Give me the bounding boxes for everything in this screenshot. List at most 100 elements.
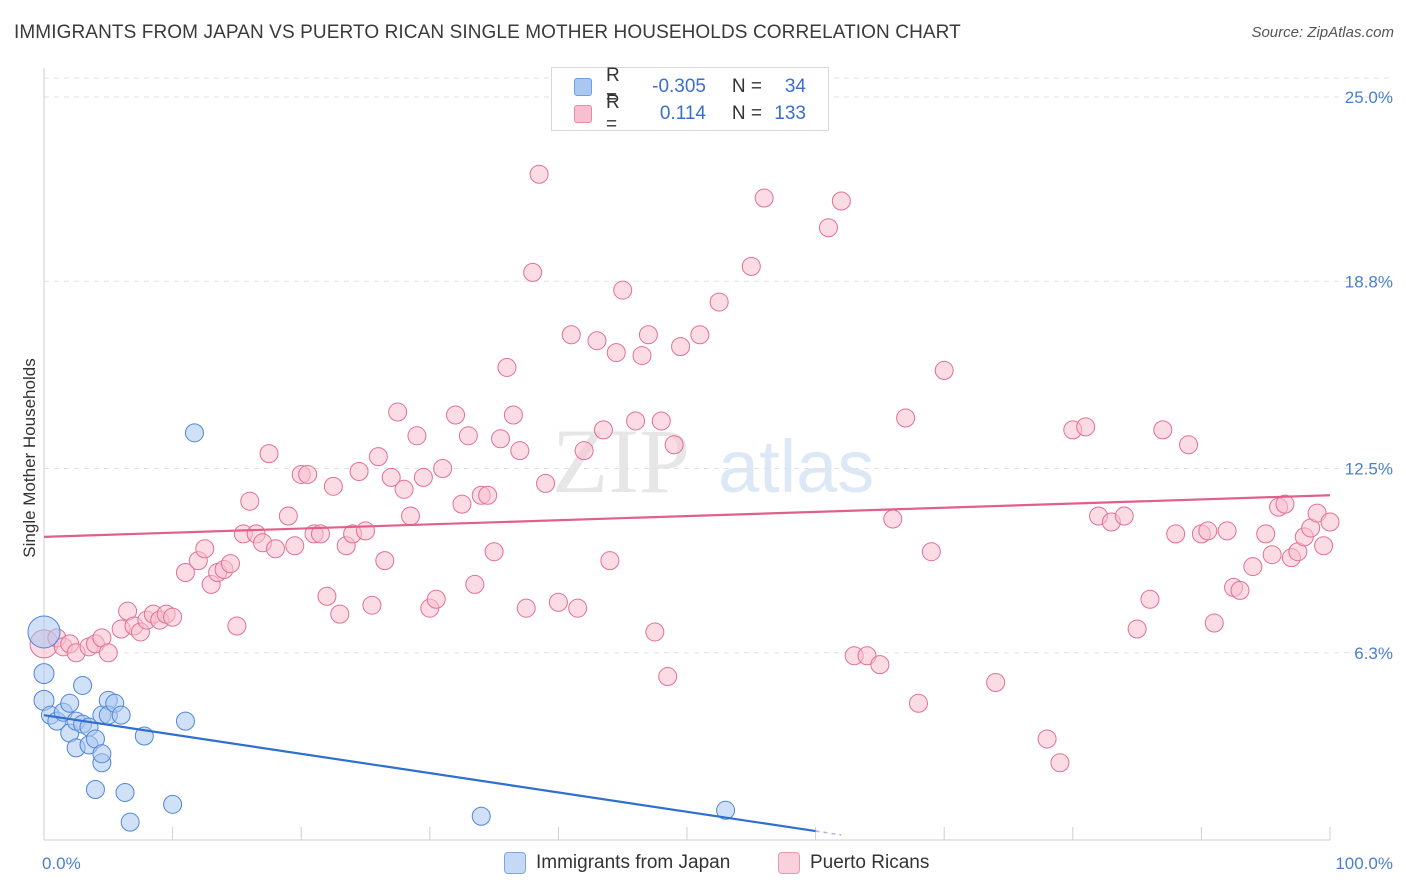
legend-n-label: N = bbox=[731, 76, 762, 97]
data-point-puerto-ricans bbox=[574, 441, 594, 461]
data-point-puerto-ricans bbox=[227, 616, 247, 636]
data-point-puerto-ricans bbox=[330, 604, 350, 624]
data-point-puerto-ricans bbox=[587, 331, 607, 351]
data-point-puerto-ricans bbox=[407, 426, 427, 446]
legend-r-label: R = bbox=[606, 92, 620, 135]
data-point-puerto-ricans bbox=[163, 607, 183, 627]
data-point-puerto-ricans bbox=[510, 441, 530, 461]
data-point-immigrants-from-japan bbox=[73, 675, 93, 695]
data-point-puerto-ricans bbox=[310, 524, 330, 544]
data-point-puerto-ricans bbox=[298, 464, 318, 484]
data-point-puerto-ricans bbox=[658, 667, 678, 687]
data-point-puerto-ricans bbox=[497, 357, 517, 377]
data-point-puerto-ricans bbox=[1320, 512, 1340, 532]
y-tick-label: 12.5% bbox=[1345, 460, 1393, 479]
legend-item-japan[interactable]: Immigrants from Japan bbox=[504, 852, 730, 874]
data-point-puerto-ricans bbox=[1166, 524, 1186, 544]
watermark-atlas: atlas bbox=[718, 425, 874, 508]
data-point-puerto-ricans bbox=[478, 485, 498, 505]
data-point-puerto-ricans bbox=[323, 476, 343, 496]
data-point-puerto-ricans bbox=[664, 435, 684, 455]
data-point-puerto-ricans bbox=[1153, 420, 1173, 440]
data-point-immigrants-from-japan bbox=[27, 615, 61, 649]
legend-label-puerto-ricans: Puerto Ricans bbox=[810, 852, 930, 873]
data-point-puerto-ricans bbox=[240, 491, 260, 511]
legend-swatch-japan bbox=[574, 78, 592, 96]
data-point-puerto-ricans bbox=[1275, 494, 1295, 514]
data-point-puerto-ricans bbox=[645, 622, 665, 642]
data-point-puerto-ricans bbox=[356, 521, 375, 541]
data-point-puerto-ricans bbox=[375, 551, 395, 571]
legend-label-japan: Immigrants from Japan bbox=[536, 852, 731, 873]
data-point-puerto-ricans bbox=[1076, 417, 1096, 437]
data-point-puerto-ricans bbox=[452, 494, 472, 514]
x-tick-label: 0.0% bbox=[42, 854, 81, 873]
data-point-puerto-ricans bbox=[265, 539, 285, 559]
data-point-immigrants-from-japan bbox=[92, 744, 112, 764]
legend-n-value: 34 bbox=[784, 76, 806, 97]
data-point-puerto-ricans bbox=[651, 411, 671, 431]
data-point-puerto-ricans bbox=[98, 643, 118, 663]
data-point-puerto-ricans bbox=[1127, 619, 1147, 639]
data-point-immigrants-from-japan bbox=[120, 812, 140, 832]
data-point-puerto-ricans bbox=[883, 509, 903, 529]
series-legend: Immigrants from Japan Puerto Ricans bbox=[0, 852, 1406, 878]
series-immigrants-from-japan bbox=[27, 423, 736, 832]
y-tick-label: 25.0% bbox=[1345, 88, 1393, 107]
data-point-puerto-ricans bbox=[632, 346, 652, 366]
data-point-puerto-ricans bbox=[388, 402, 408, 422]
data-point-puerto-ricans bbox=[195, 539, 215, 559]
data-point-puerto-ricans bbox=[638, 325, 658, 345]
legend-row-japan: R = -0.305 N = 34 bbox=[574, 65, 806, 108]
data-point-immigrants-from-japan bbox=[184, 423, 204, 443]
data-point-puerto-ricans bbox=[1230, 580, 1250, 600]
y-axis-title: Single Mother Households bbox=[20, 358, 39, 557]
data-point-puerto-ricans bbox=[523, 262, 543, 282]
data-point-puerto-ricans bbox=[1179, 435, 1199, 455]
data-point-puerto-ricans bbox=[606, 343, 626, 363]
data-point-immigrants-from-japan bbox=[33, 663, 55, 685]
legend-r-value: -0.305 bbox=[652, 76, 706, 97]
data-point-puerto-ricans bbox=[220, 554, 240, 574]
data-point-immigrants-from-japan bbox=[111, 705, 131, 725]
data-point-puerto-ricans bbox=[870, 655, 890, 675]
legend-item-puerto-ricans[interactable]: Puerto Ricans bbox=[778, 852, 929, 874]
x-tick-label: 100.0% bbox=[1335, 854, 1393, 873]
data-point-puerto-ricans bbox=[349, 461, 369, 481]
data-point-puerto-ricans bbox=[671, 337, 691, 357]
legend-swatch-japan bbox=[504, 852, 526, 874]
data-point-puerto-ricans bbox=[401, 506, 421, 526]
data-point-immigrants-from-japan bbox=[60, 693, 80, 713]
data-point-puerto-ricans bbox=[568, 598, 588, 618]
data-point-puerto-ricans bbox=[1243, 557, 1263, 577]
chart-source: Source: ZipAtlas.com bbox=[1251, 24, 1394, 41]
series-puerto-ricans bbox=[29, 164, 1340, 773]
legend-row-puerto-ricans: R = 0.114 N = 133 bbox=[574, 92, 806, 135]
data-point-puerto-ricans bbox=[426, 589, 446, 609]
data-point-puerto-ricans bbox=[278, 506, 298, 526]
data-point-puerto-ricans bbox=[600, 551, 620, 571]
data-point-puerto-ricans bbox=[1256, 524, 1276, 544]
data-point-puerto-ricans bbox=[754, 188, 774, 208]
data-point-puerto-ricans bbox=[613, 280, 633, 300]
data-point-puerto-ricans bbox=[484, 542, 504, 562]
data-point-puerto-ricans bbox=[1050, 753, 1070, 773]
legend-n-label: N = bbox=[731, 103, 762, 124]
data-point-immigrants-from-japan bbox=[471, 806, 491, 826]
data-point-immigrants-from-japan bbox=[115, 782, 135, 802]
data-point-puerto-ricans bbox=[1314, 536, 1334, 556]
data-point-puerto-ricans bbox=[548, 592, 568, 612]
data-point-puerto-ricans bbox=[986, 672, 1006, 692]
data-point-puerto-ricans bbox=[446, 405, 466, 425]
trend-line-puerto-ricans bbox=[43, 494, 1331, 538]
data-point-puerto-ricans bbox=[1114, 506, 1134, 526]
data-point-puerto-ricans bbox=[831, 191, 851, 211]
data-point-immigrants-from-japan bbox=[175, 711, 195, 731]
data-point-puerto-ricans bbox=[413, 467, 433, 487]
gridlines bbox=[44, 77, 1392, 654]
data-point-immigrants-from-japan bbox=[716, 800, 736, 820]
data-point-puerto-ricans bbox=[317, 586, 337, 606]
tick-labels: 6.3% 12.5% 18.8% 25.0% 0.0% 100.0% bbox=[42, 88, 1393, 873]
legend-n-value: 133 bbox=[774, 103, 806, 124]
